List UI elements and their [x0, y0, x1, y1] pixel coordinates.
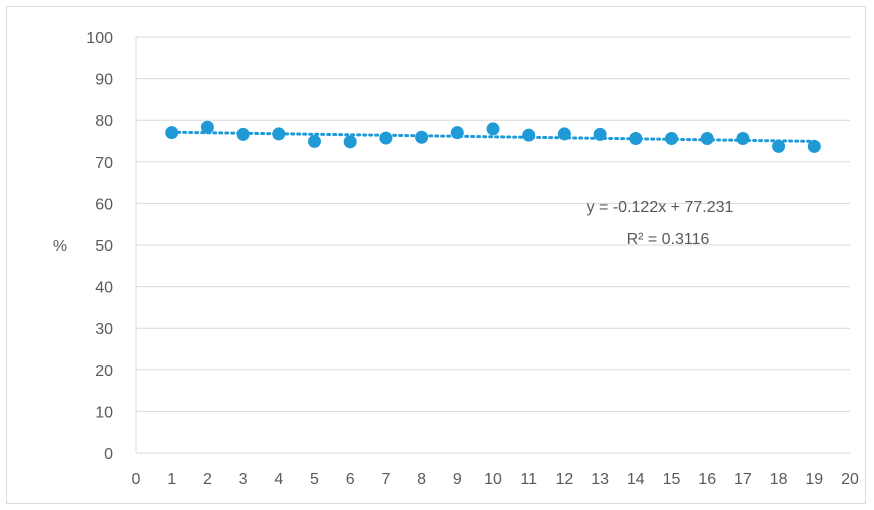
x-tick-label-9: 9	[453, 471, 462, 488]
data-point-19	[807, 139, 821, 153]
data-point-16	[700, 132, 714, 146]
x-tick-label-8: 8	[417, 471, 426, 488]
y-tick-label-20: 20	[95, 363, 113, 380]
x-tick-label-18: 18	[770, 471, 788, 488]
y-tick-label-50: 50	[95, 238, 113, 255]
data-point-2	[200, 120, 214, 134]
data-point-17	[736, 132, 750, 146]
x-tick-label-15: 15	[663, 471, 681, 488]
x-tick-label-2: 2	[203, 471, 212, 488]
data-point-4	[272, 127, 286, 141]
data-point-12	[557, 127, 571, 141]
y-tick-label-60: 60	[95, 196, 113, 213]
x-tick-label-12: 12	[556, 471, 574, 488]
y-tick-label-100: 100	[86, 30, 113, 47]
data-point-15	[665, 132, 678, 146]
data-points	[165, 120, 821, 153]
x-tick-labels: 0 1 2 3 4 5 6 7 8 9 10 11 12 13 14 15 16 17 18 19 20	[132, 471, 859, 488]
chart-frame	[6, 6, 866, 504]
x-tick-label-19: 19	[805, 471, 823, 488]
x-tick-label-13: 13	[591, 471, 609, 488]
x-tick-label-6: 6	[346, 471, 355, 488]
x-tick-label-17: 17	[734, 471, 752, 488]
y-tick-labels: 0 10 20 30 40 50 60 70 80 90 100	[86, 30, 113, 463]
y-tick-label-30: 30	[95, 321, 113, 338]
y-tick-label-40: 40	[95, 280, 113, 297]
x-tick-label-10: 10	[484, 471, 502, 488]
y-tick-label-0: 0	[104, 446, 113, 463]
x-tick-label-20: 20	[841, 471, 859, 488]
data-point-13	[593, 127, 607, 141]
data-point-5	[308, 134, 321, 148]
x-tick-label-5: 5	[310, 471, 319, 488]
x-tick-label-14: 14	[627, 471, 645, 488]
axes	[135, 37, 850, 454]
data-point-3	[236, 127, 250, 141]
y-tick-label-80: 80	[95, 113, 113, 130]
x-tick-label-4: 4	[274, 471, 283, 488]
y-tick-label-90: 90	[95, 72, 113, 89]
trendline-equation: y = -0.122x + 77.231	[587, 199, 734, 216]
y-tick-label-10: 10	[95, 404, 113, 421]
trendline-r-squared: R² = 0.3116	[627, 231, 710, 248]
y-axis-label: %	[53, 238, 67, 255]
data-point-8	[415, 130, 429, 144]
data-point-11	[522, 128, 536, 142]
data-point-7	[379, 131, 393, 145]
y-tick-label-70: 70	[95, 155, 113, 172]
data-point-10	[486, 122, 500, 136]
x-tick-label-1: 1	[167, 471, 176, 488]
x-tick-label-7: 7	[381, 471, 390, 488]
x-tick-label-16: 16	[698, 471, 716, 488]
x-tick-label-11: 11	[520, 471, 537, 488]
x-tick-label-3: 3	[239, 471, 248, 488]
data-point-9	[450, 126, 464, 140]
data-point-18	[772, 139, 786, 153]
gridlines	[136, 36, 850, 412]
data-point-6	[343, 135, 357, 149]
data-point-14	[629, 132, 643, 146]
x-tick-label-0: 0	[132, 471, 141, 488]
data-point-1	[165, 126, 179, 140]
